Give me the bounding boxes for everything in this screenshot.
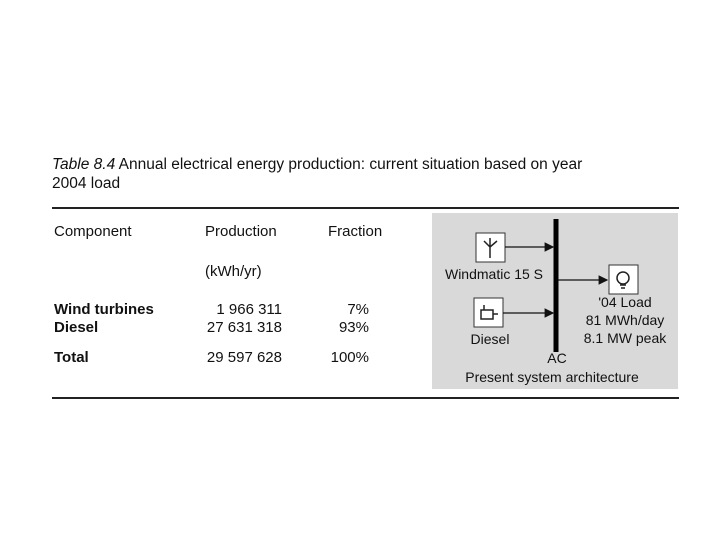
diagram-label: AC bbox=[547, 350, 567, 366]
diagram-label: 81 MWh/day bbox=[585, 312, 665, 328]
row-label: Total bbox=[54, 349, 89, 366]
row-label: Wind turbines bbox=[54, 301, 154, 318]
units-cell: (kWh/yr) bbox=[205, 263, 262, 280]
cell: 27 631 318 bbox=[206, 319, 282, 336]
diesel-icon bbox=[473, 297, 504, 328]
diagram-caption: Present system architecture bbox=[465, 369, 639, 385]
header-cell: Fraction bbox=[328, 223, 383, 240]
load-icon bbox=[608, 264, 639, 295]
cell: 1 966 311 bbox=[216, 301, 282, 318]
cell: 100% bbox=[330, 349, 369, 366]
row-label: Diesel bbox=[54, 319, 99, 336]
header-cell: Production bbox=[205, 223, 277, 240]
caption-label: Table 8.4 bbox=[52, 156, 116, 173]
diagram-label: '04 Load bbox=[598, 294, 652, 310]
caption-line: Table 8.4 Annual electrical energy produ… bbox=[52, 156, 582, 174]
cell: 7% bbox=[347, 301, 369, 318]
caption-text: Annual electrical energy production: cur… bbox=[118, 156, 583, 173]
cell: 93% bbox=[338, 319, 369, 336]
caption-text: 2004 load bbox=[52, 175, 121, 192]
bottom-rule bbox=[52, 397, 679, 399]
top-rule bbox=[52, 207, 679, 209]
diagram-label: Windmatic 15 S bbox=[444, 266, 544, 282]
diagram-label: 8.1 MW peak bbox=[583, 330, 667, 346]
diagram-label: Diesel bbox=[470, 331, 510, 347]
cell: 29 597 628 bbox=[206, 349, 282, 366]
header-cell: Component bbox=[54, 223, 132, 240]
